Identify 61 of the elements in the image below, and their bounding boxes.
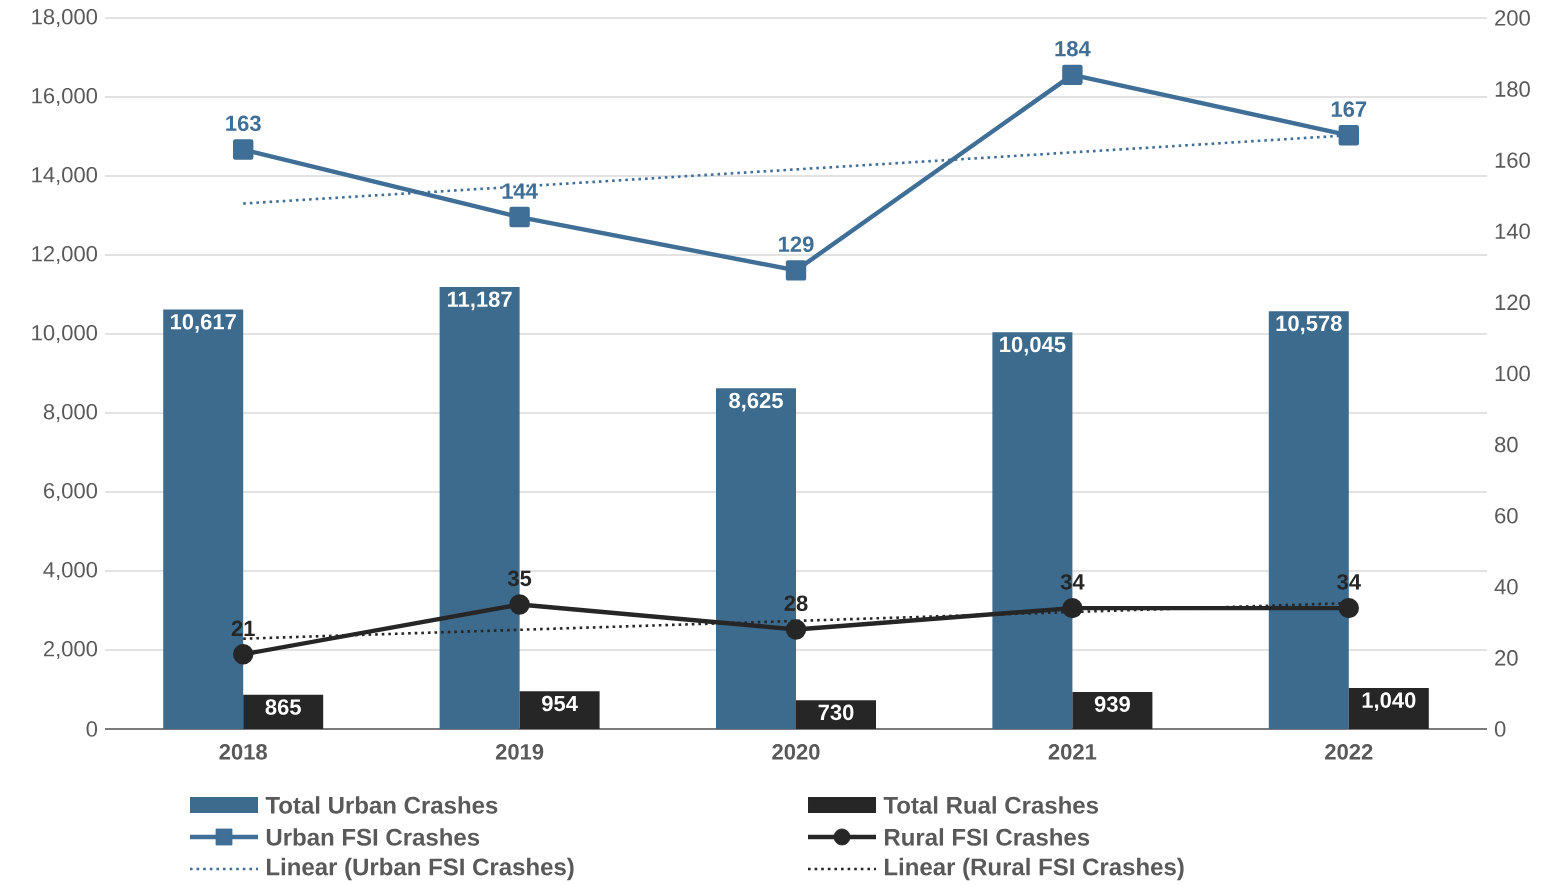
data-label: 129: [779, 236, 814, 252]
legend-label: Urban FSI Crashes: [266, 828, 480, 846]
y2-tick-label: 100: [1495, 365, 1530, 382]
point: [1338, 125, 1360, 146]
y-tick-label: 16,000: [32, 87, 98, 107]
y2-tick-label: 180: [1495, 81, 1530, 97]
point: [509, 206, 530, 228]
data-label: 144: [502, 183, 538, 199]
data-label: 8,625: [729, 392, 783, 412]
data-label: 939: [1094, 696, 1130, 712]
legend-label: Linear (Rural FSI Crashes): [885, 857, 1184, 881]
y2-tick-label: 40: [1494, 579, 1518, 595]
y-tick-label: 8,000: [43, 403, 98, 423]
y2-tick-label: 160: [1495, 152, 1530, 168]
x-tick-label: 2018: [219, 744, 267, 760]
data-label: 167: [1331, 101, 1367, 117]
data-label: 28: [784, 595, 808, 612]
point: [233, 139, 254, 160]
y2-tick-label: 120: [1495, 294, 1530, 311]
y-tick-label: 4,000: [43, 561, 98, 581]
point: [1338, 597, 1360, 619]
y-tick-label: 2,000: [43, 640, 98, 660]
legend-label: Rural FSI Crashes: [885, 828, 1090, 846]
y-tick-label: 12,000: [32, 245, 98, 265]
bar: [796, 700, 877, 729]
bar: [519, 691, 600, 729]
data-label: 954: [542, 695, 578, 712]
y-tick-label: 10,000: [32, 324, 98, 344]
y2-tick-label: 80: [1495, 436, 1518, 453]
y-tick-label: 18,000: [32, 8, 98, 28]
data-label: 11,187: [447, 291, 512, 311]
point: [785, 619, 807, 640]
legend-label: Linear (Urban FSI Crashes): [267, 857, 574, 881]
data-label: 1,040: [1362, 692, 1416, 712]
data-label: 163: [226, 115, 261, 132]
y-tick-label: 0: [86, 721, 98, 737]
legend-label: Total Urban Crashes: [265, 796, 498, 814]
y2-tick-label: 0: [1494, 721, 1506, 737]
point: [509, 594, 530, 615]
point: [233, 644, 254, 665]
y-tick-label: 14,000: [32, 166, 98, 186]
bar: [1072, 691, 1153, 729]
data-label: 10,617: [170, 314, 236, 333]
y2-tick-label: 20: [1495, 650, 1518, 666]
data-label: 10,045: [1000, 336, 1066, 356]
x-tick-label: 2020: [772, 744, 820, 760]
data-label: 184: [1055, 40, 1091, 57]
data-label: 865: [265, 699, 301, 715]
y-tick-label: 6,000: [44, 482, 98, 502]
legend-label: Total Rual Crashes: [883, 796, 1099, 814]
y2-tick-label: 140: [1495, 223, 1530, 240]
x-tick-label: 2019: [495, 744, 544, 760]
data-label: 10,578: [1276, 315, 1342, 335]
point: [1062, 597, 1083, 619]
data-label: 730: [818, 704, 854, 721]
point: [1062, 64, 1083, 86]
x-tick-label: 2021: [1048, 744, 1097, 760]
y2-tick-label: 200: [1495, 10, 1530, 26]
point: [785, 260, 807, 281]
y2-tick-label: 60: [1495, 507, 1518, 524]
x-tick-label: 2022: [1325, 744, 1373, 760]
